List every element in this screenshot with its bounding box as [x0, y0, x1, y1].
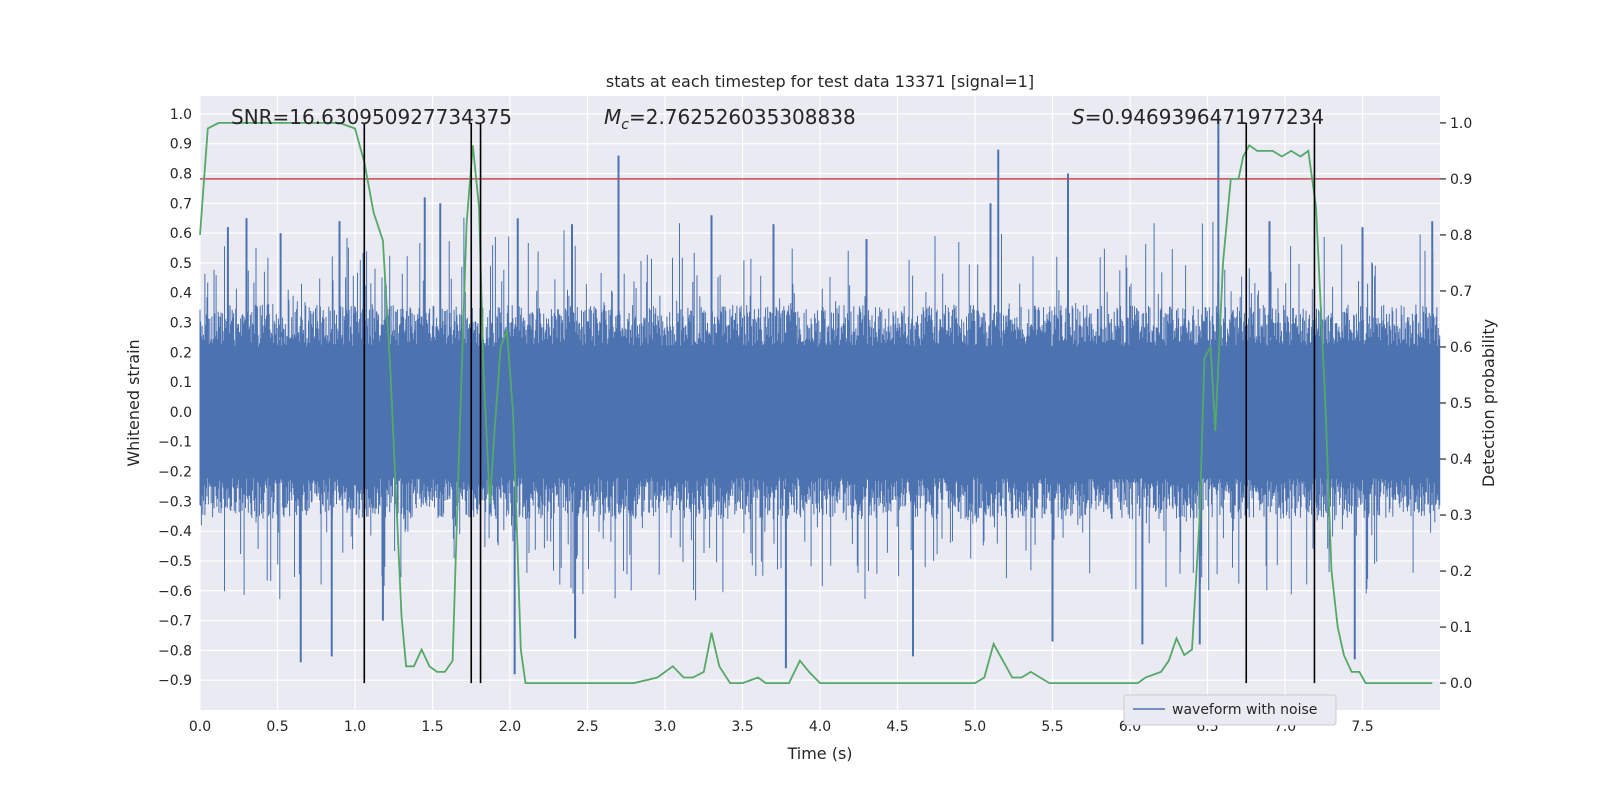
- y-tick-label: −0.8: [158, 643, 192, 659]
- y-tick-label: −0.6: [158, 584, 192, 600]
- x-tick-label: 2.5: [576, 719, 598, 735]
- chirp-mass-subscript: c: [621, 117, 629, 133]
- chirp-mass-value: =2.762526035308838: [629, 105, 856, 129]
- y-axis-ticks: −0.9 −0.8 −0.7 −0.6 −0.5 −0.4 −0.3 −0.2 −0.1 0.0 0…: [158, 107, 192, 689]
- x-tick-label: 0.0: [189, 719, 211, 735]
- legend: waveform with noise: [1123, 694, 1337, 726]
- y-tick-label: 0.0: [170, 405, 192, 421]
- x-tick-label: 0.5: [266, 719, 288, 735]
- y-right-tick-label: 0.1: [1450, 620, 1472, 636]
- chirp-mass-annotation: Mc=2.762526035308838: [604, 105, 856, 133]
- y-right-tick-label: 1.0: [1450, 116, 1472, 132]
- y-right-tick-label: 0.7: [1450, 284, 1472, 300]
- x-tick-label: 1.0: [344, 719, 366, 735]
- s-symbol: S: [1072, 105, 1085, 129]
- y-tick-label: 0.8: [170, 166, 192, 182]
- y-tick-label: 0.4: [170, 286, 192, 302]
- y-tick-label: 0.5: [170, 256, 192, 272]
- y-tick-label: −0.9: [158, 673, 192, 689]
- y-tick-label: 1.0: [170, 107, 192, 123]
- chart-title: stats at each timestep for test data 133…: [606, 72, 1034, 91]
- x-tick-label: 5.5: [1041, 719, 1063, 735]
- x-tick-label: 3.5: [731, 719, 753, 735]
- x-tick-label: 4.5: [886, 719, 908, 735]
- snr-annotation: SNR=16.630950927734375: [231, 105, 512, 129]
- legend-box: [1123, 694, 1337, 726]
- y-right-tick-label: 0.8: [1450, 228, 1472, 244]
- y-tick-label: 0.2: [170, 345, 192, 361]
- y-right-axis-label: Detection probability: [1479, 319, 1498, 487]
- y-tick-label: 0.9: [170, 137, 192, 153]
- detection-probability-line: [199, 122, 1433, 684]
- y-right-tick-label: 0.4: [1450, 452, 1472, 468]
- y-tick-label: −0.1: [158, 435, 192, 451]
- y-right-tick-label: 0.6: [1450, 340, 1472, 356]
- x-tick-label: 2.0: [499, 719, 521, 735]
- s-annotation: S=0.9469396471977234: [1072, 105, 1324, 129]
- y-right-tick-label: 0.3: [1450, 508, 1472, 524]
- y-tick-label: −0.3: [158, 494, 192, 510]
- x-axis-label: Time (s): [786, 744, 852, 763]
- y-tick-label: 0.1: [170, 375, 192, 391]
- x-tick-label: 1.5: [421, 719, 443, 735]
- y-axis-label: Whitened strain: [124, 339, 143, 466]
- x-tick-label: 5.0: [964, 719, 986, 735]
- x-tick-label: 7.5: [1351, 719, 1373, 735]
- y-tick-label: 0.7: [170, 196, 192, 212]
- y-tick-label: −0.2: [158, 465, 192, 481]
- y-tick-label: 0.3: [170, 316, 192, 332]
- y-tick-label: −0.4: [158, 524, 192, 540]
- s-value: =0.9469396471977234: [1085, 105, 1324, 129]
- probability-series: [199, 122, 1440, 684]
- y-tick-label: −0.7: [158, 614, 192, 630]
- y-right-tick-label: 0.5: [1450, 396, 1472, 412]
- legend-label: waveform with noise: [1172, 702, 1317, 718]
- y-tick-label: 0.6: [170, 226, 192, 242]
- y-tick-label: −0.5: [158, 554, 192, 570]
- vertical-lines: [363, 122, 1316, 684]
- x-tick-label: 3.0: [654, 719, 676, 735]
- chirp-mass-symbol: M: [604, 105, 621, 129]
- y-right-tick-label: 0.2: [1450, 564, 1472, 580]
- y-right-tick-label: 0.0: [1450, 676, 1472, 692]
- y-right-tick-label: 0.9: [1450, 172, 1472, 188]
- y-right-axis-ticks: 0.0 0.1 0.2 0.3 0.4 0.5 0.6 0.7 0.8 0.9 1.0: [1440, 116, 1472, 692]
- x-tick-label: 4.0: [809, 719, 831, 735]
- waveform-line: [199, 217, 1441, 601]
